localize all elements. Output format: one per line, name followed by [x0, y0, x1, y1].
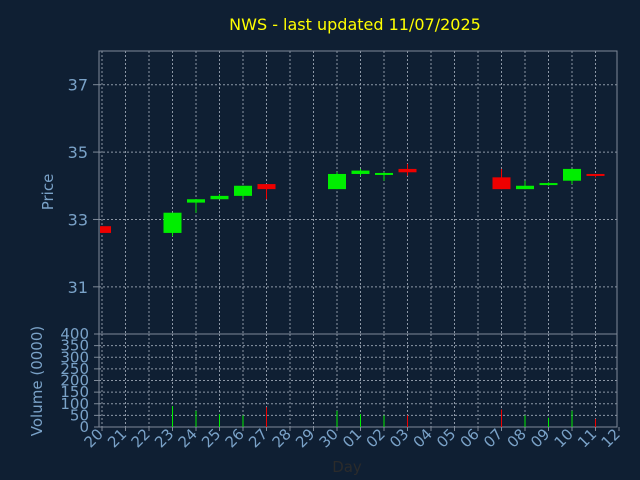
volume-tick-label: 0 — [79, 418, 89, 436]
chart-title: NWS - last updated 11/07/2025 — [229, 15, 481, 34]
candlesticks — [100, 163, 605, 237]
candle-body — [163, 212, 182, 233]
candle-body — [398, 168, 417, 173]
candle-body — [234, 185, 252, 196]
day-axis-label: Day — [332, 458, 362, 476]
volume-tick-label: 100 — [60, 395, 89, 413]
volume-tick-label: 200 — [60, 372, 89, 390]
candle-body — [539, 183, 558, 186]
volume-tick-label: 250 — [60, 360, 89, 378]
candle-body — [187, 199, 205, 203]
candle-body — [100, 226, 111, 233]
candle-body — [351, 170, 370, 174]
volume-tick-label: 300 — [60, 348, 89, 366]
volume-tick-label: 400 — [60, 325, 89, 343]
volume-tick-label: 50 — [70, 406, 89, 424]
price-tick-label: 33 — [68, 210, 88, 229]
price-tick-label: 31 — [68, 278, 88, 297]
volume-tick-label: 150 — [60, 383, 89, 401]
price-tick-label: 37 — [68, 76, 88, 95]
price-axis: 31 33 35 37 — [68, 76, 99, 297]
volume-tick-label: 350 — [60, 337, 89, 355]
price-tick-label: 35 — [68, 143, 88, 162]
candle-body — [257, 184, 276, 190]
price-axis-label: Price — [39, 174, 57, 211]
candle-body — [375, 172, 393, 175]
candle-body — [492, 177, 511, 190]
volume-bars — [172, 406, 596, 427]
candle-body — [516, 185, 534, 190]
candle-body — [210, 195, 229, 200]
day-axis: 2021222324252627282930010203040506070809… — [81, 425, 624, 451]
candle-body — [563, 168, 581, 181]
candle-body — [328, 173, 346, 190]
volume-axis-label: Volume (0000) — [28, 326, 46, 436]
candle-body — [586, 173, 605, 176]
